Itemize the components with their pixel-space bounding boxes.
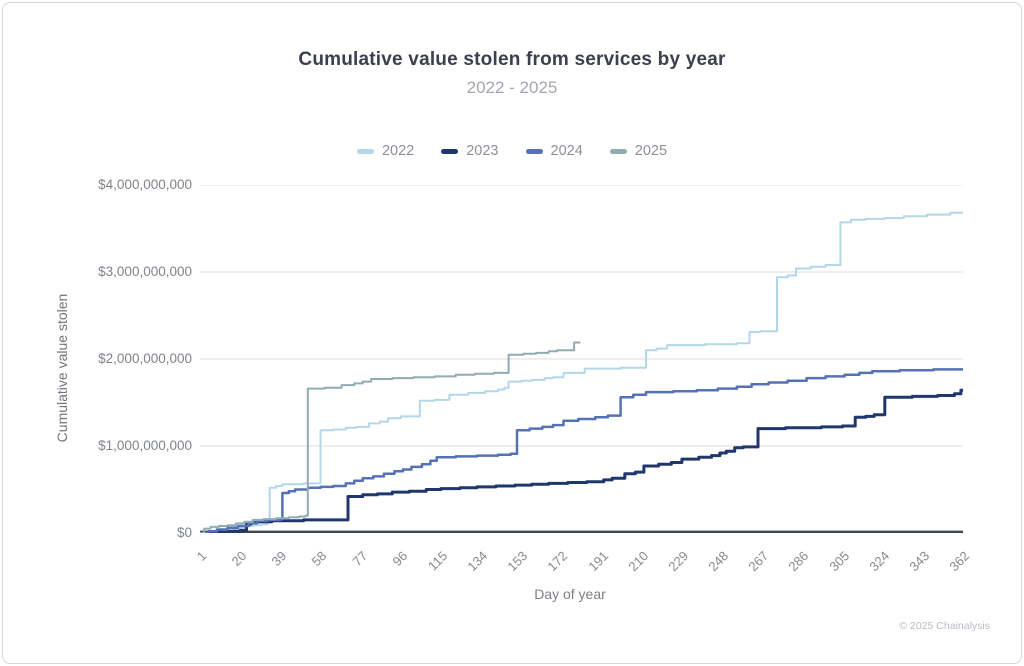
y-tick-label: $1,000,000,000	[98, 438, 192, 453]
legend-item-2023: 2023	[441, 143, 499, 159]
y-tick-label: $4,000,000,000	[98, 177, 192, 192]
chart-legend: 2022 2023 2024 2025	[0, 143, 1024, 159]
step-line-chart	[200, 184, 965, 535]
series-line-2024	[200, 368, 963, 535]
series-line-2023	[200, 388, 965, 535]
chart-title: Cumulative value stolen from services by…	[298, 49, 726, 70]
y-tick-label: $0	[176, 525, 192, 540]
legend-label: 2024	[550, 143, 583, 159]
x-axis-title: Day of year	[534, 586, 606, 602]
series-line-2022	[200, 211, 964, 534]
y-tick-label: $2,000,000,000	[98, 351, 192, 366]
copyright-note: © 2025 Chainalysis	[899, 620, 990, 632]
legend-item-2022: 2022	[356, 143, 415, 159]
legend-swatch-2022	[356, 148, 374, 154]
y-tick-label: $3,000,000,000	[98, 264, 192, 279]
legend-item-2024: 2024	[525, 143, 583, 159]
y-axis-title: Cumulative value stolen	[54, 293, 70, 443]
legend-swatch-2023	[441, 148, 459, 154]
legend-swatch-2025	[609, 148, 627, 154]
legend-swatch-2024	[525, 148, 543, 154]
y-axis-tick-labels: $0 $1,000,000,000 $2,000,000,000 $3,000,000…	[0, 0, 192, 666]
chart-subtitle: 2022 - 2025	[466, 78, 558, 97]
legend-label: 2022	[381, 143, 415, 159]
plot-area	[200, 184, 965, 535]
legend-item-2025: 2025	[609, 143, 668, 159]
legend-label: 2023	[466, 143, 499, 159]
series-line-2025	[200, 341, 581, 534]
legend-label: 2025	[634, 143, 668, 159]
